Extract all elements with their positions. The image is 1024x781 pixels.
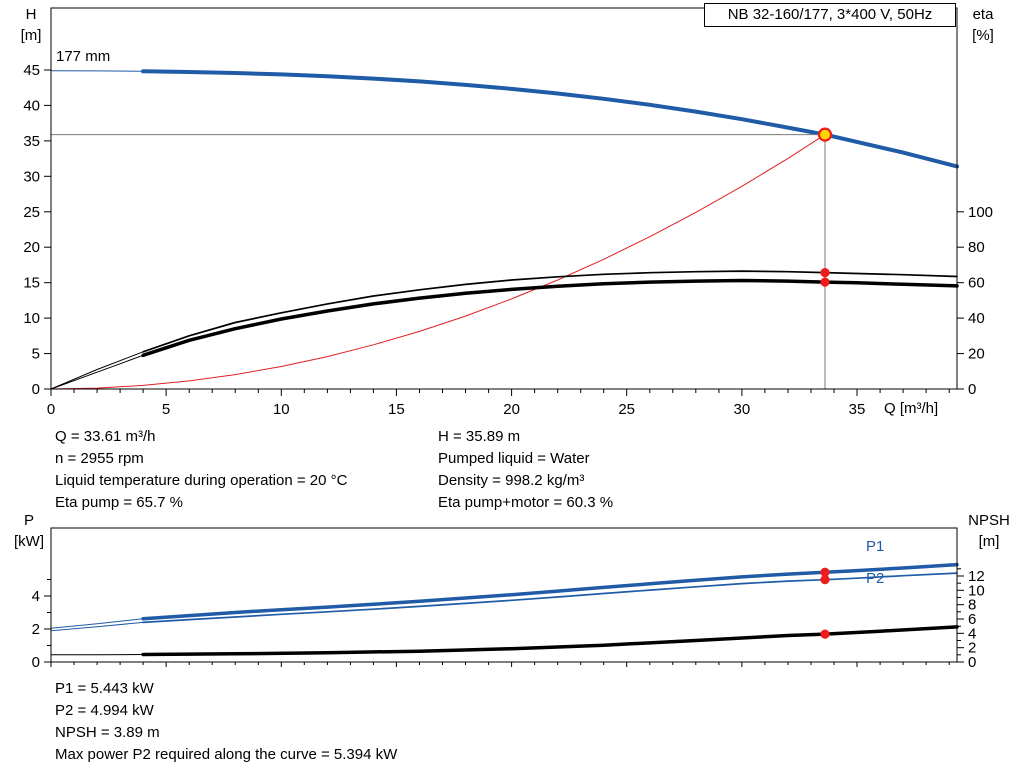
left-tick-label: 15	[23, 275, 40, 292]
eta-pump-motor-curve-lead	[50, 354, 144, 390]
p2-series-label: P2	[866, 570, 885, 587]
right-tick-label: 8	[968, 597, 976, 614]
p-axis-label-unit: [kW]	[14, 533, 44, 550]
p2-curve-lead	[50, 621, 144, 632]
p1-series-label: P1	[866, 538, 885, 555]
x-tick-label: 30	[734, 401, 751, 418]
p1-curve	[141, 562, 959, 621]
right-tick-label: 40	[968, 310, 985, 327]
p-axis-label-symbol: P	[23, 512, 34, 529]
left-axis-ticks: 0 2 4	[32, 579, 51, 671]
right-tick-label: 6	[968, 611, 976, 628]
curve-value-dot	[820, 575, 830, 585]
right-tick-label: 2	[968, 640, 976, 657]
duty-info-line-eta-pump: Eta pump = 65.7 %	[55, 494, 183, 511]
left-tick-label: 5	[32, 346, 40, 363]
left-axis-ticks: 0 5 10 15 20 25 30 35 40 45	[23, 62, 51, 398]
right-tick-label: 60	[968, 275, 985, 292]
power-info-line-p1: P1 = 5.443 kW	[55, 680, 154, 697]
left-tick-label: 35	[23, 133, 40, 150]
duty-info-line-speed: n = 2955 rpm	[55, 450, 144, 467]
right-axis-ticks: 0 20 40 60 80 100	[957, 204, 993, 398]
left-tick-label: 45	[23, 62, 40, 79]
duty-point-marker	[817, 127, 833, 142]
curve-value-dot	[820, 629, 830, 639]
x-tick-label: 25	[618, 401, 635, 418]
x-tick-label: 35	[849, 401, 866, 418]
duty-info-line-temperature: Liquid temperature during operation = 20…	[55, 472, 348, 489]
x-tick-label: 0	[47, 401, 55, 418]
x-tick-label: 15	[388, 401, 405, 418]
curve-value-dot	[820, 277, 830, 287]
left-tick-label: 30	[23, 168, 40, 185]
power-info-panel: P1 = 5.443 kW P2 = 4.994 kW NPSH = 3.89 …	[55, 678, 397, 766]
npsh-axis-label-symbol: NPSH	[968, 512, 1010, 529]
plot-frame	[50, 7, 958, 390]
duty-info-line-q: Q = 33.61 m³/h	[55, 428, 156, 445]
eta-axis-label-symbol: eta	[972, 6, 994, 23]
q-axis-label: Q [m³/h]	[884, 400, 939, 417]
right-tick-label: 0	[968, 654, 976, 671]
h-axis-label-symbol: H	[25, 6, 37, 23]
p2-curve	[142, 572, 958, 624]
eta-pump-curve-lead	[50, 351, 144, 390]
left-tick-label: 40	[23, 97, 40, 114]
duty-info-line-head: H = 35.89 m	[438, 428, 521, 445]
eta-axis-label: eta [%]	[962, 4, 1004, 46]
right-tick-label: 20	[968, 346, 985, 363]
left-tick-label: 0	[32, 654, 40, 671]
plot-frame	[50, 527, 958, 663]
npsh-axis-label-unit: [m]	[978, 533, 1000, 550]
duty-info-right-column: H = 35.89 m Pumped liquid = Water Densit…	[438, 426, 613, 514]
power-info-line-p2: P2 = 4.994 kW	[55, 702, 154, 719]
npsh-axis-label: NPSH [m]	[960, 510, 1018, 552]
left-tick-label: 25	[23, 204, 40, 221]
x-axis-ticks: 0 5 10 15 20 25 30 35	[47, 389, 950, 418]
x-tick-label: 20	[503, 401, 520, 418]
eta-pump-motor-curve	[141, 278, 959, 358]
left-tick-label: 2	[32, 621, 40, 638]
impeller-diameter-label: 177 mm	[56, 48, 111, 65]
right-tick-label: 10	[968, 582, 985, 599]
p1-curve-lead	[50, 618, 144, 629]
left-tick-label: 10	[23, 310, 40, 327]
eta-axis-label-unit: [%]	[972, 27, 994, 44]
left-tick-label: 20	[23, 239, 40, 256]
left-tick-label: 4	[32, 588, 40, 605]
right-tick-label: 100	[968, 204, 993, 221]
right-tick-label: 4	[968, 625, 976, 642]
head-efficiency-chart: 0 5 10 15 20 25 30 35 0 5 10 15 20 25 30 35 40 45 0 20 40 60 8…	[23, 7, 993, 418]
duty-info-left-column: Q = 33.61 m³/h n = 2955 rpm Liquid tempe…	[55, 426, 347, 514]
right-tick-label: 80	[968, 239, 985, 256]
curve-value-dot	[820, 268, 830, 278]
left-tick-label: 0	[32, 381, 40, 398]
power-info-line-maxpower: Max power P2 required along the curve = …	[55, 746, 398, 763]
head-curve	[141, 69, 959, 169]
right-tick-label: 0	[968, 381, 976, 398]
duty-info-line-liquid: Pumped liquid = Water	[438, 450, 590, 467]
duty-info-line-eta-total: Eta pump+motor = 60.3 %	[438, 494, 614, 511]
x-tick-label: 10	[273, 401, 290, 418]
x-axis-ticks	[50, 662, 950, 667]
h-axis-label: H [m]	[13, 4, 49, 46]
right-tick-label: 12	[968, 568, 985, 585]
system-curve	[50, 134, 826, 390]
power-info-line-npsh: NPSH = 3.89 m	[55, 724, 160, 741]
pump-model-badge: NB 32-160/177, 3*400 V, 50Hz	[704, 3, 956, 27]
h-axis-label-unit: [m]	[20, 27, 42, 44]
head-curve-lead	[50, 70, 144, 72]
x-tick-label: 5	[162, 401, 170, 418]
duty-info-line-density: Density = 998.2 kg/m³	[438, 472, 585, 489]
curves	[50, 69, 959, 390]
npsh-curve	[141, 625, 959, 657]
curve-value-dot	[820, 567, 830, 577]
p-axis-label: P [kW]	[8, 510, 50, 552]
